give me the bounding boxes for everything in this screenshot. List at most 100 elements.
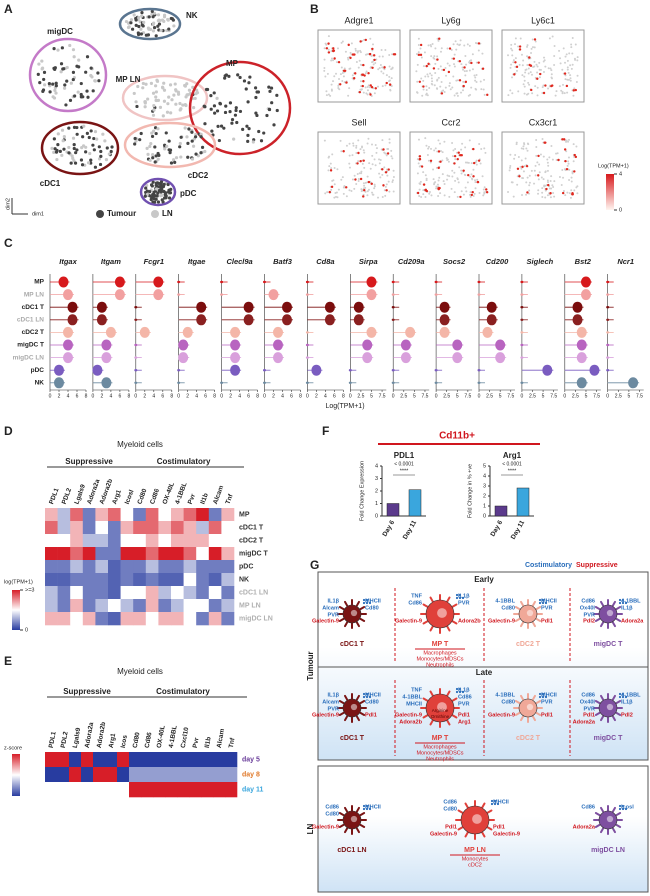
cell-dot	[511, 49, 514, 52]
violin	[391, 318, 395, 321]
cell-dot	[546, 158, 549, 161]
cell-dot	[133, 142, 137, 146]
cytokine-dot	[455, 593, 459, 597]
cell-process	[531, 620, 536, 628]
cell-dot	[521, 64, 524, 67]
cell-dot	[451, 175, 454, 178]
cell-dot	[460, 172, 463, 175]
cell-dot	[69, 161, 73, 165]
heat-cell	[145, 521, 159, 535]
cell-dot	[439, 50, 442, 53]
violin	[434, 280, 438, 284]
heat-cell	[45, 573, 58, 587]
cell-dot	[186, 155, 190, 159]
cell-dot	[567, 162, 570, 165]
cell-dot	[54, 91, 58, 95]
cell-dot	[384, 48, 387, 51]
expr-dot	[354, 72, 357, 75]
cell-dot	[550, 145, 553, 148]
cell-dot	[531, 92, 534, 95]
cell-dot	[139, 27, 143, 31]
cell-dot	[133, 136, 137, 141]
cell-process	[600, 600, 605, 608]
heat-cell	[158, 573, 172, 587]
cell-dot	[484, 151, 487, 154]
cell-dot	[151, 91, 156, 95]
cell-dot	[345, 144, 348, 147]
row-label: cDC1 LN	[17, 317, 44, 324]
cell-dot	[573, 57, 576, 60]
cell-dot	[427, 44, 430, 47]
nucleus	[606, 609, 614, 617]
cell-dot	[47, 82, 51, 86]
cell-dot	[546, 161, 549, 164]
cell-dot	[446, 62, 449, 65]
expr-dot	[359, 159, 362, 163]
cell-dot	[228, 110, 232, 114]
cell-dot	[146, 152, 150, 156]
expr-dot	[526, 191, 529, 194]
cell-dot	[553, 54, 556, 57]
cell-dot	[576, 74, 579, 77]
violin	[391, 306, 395, 309]
cell-dot	[448, 64, 451, 67]
heat-cell	[196, 586, 210, 600]
cell-dot	[72, 55, 76, 59]
row-label: day 8	[242, 771, 260, 778]
heat-cell	[221, 612, 235, 626]
cell-dot	[428, 192, 431, 195]
cell-dot	[202, 104, 206, 108]
cell-dot	[441, 173, 444, 176]
cytokine-dot	[368, 695, 372, 699]
heat-cell	[82, 612, 96, 626]
cell-dot	[59, 62, 64, 66]
suppressive-label: Pdl1	[458, 712, 470, 718]
cell-dot	[475, 80, 478, 83]
gene-label: Fcgr1	[144, 257, 164, 266]
cell-dot	[61, 139, 65, 143]
significance: ****	[508, 468, 517, 474]
heat-cell	[133, 508, 147, 522]
gene-label: Cd8a	[316, 257, 334, 266]
expr-dot	[467, 173, 470, 177]
cell-dot	[168, 83, 173, 87]
heat-cell	[189, 752, 202, 768]
cell-dot	[351, 154, 354, 157]
nucleus	[526, 703, 534, 711]
cell-dot	[216, 124, 220, 128]
cell-dot	[542, 84, 545, 87]
cell-dot	[453, 65, 456, 68]
heat-cell	[183, 534, 197, 548]
cell-dot	[156, 151, 160, 156]
cell-dot	[392, 176, 395, 179]
column-label: Il1b	[204, 736, 213, 748]
panel-label: F	[322, 424, 329, 438]
cell-dot	[448, 84, 451, 87]
cell-subtype: Neutrophils	[426, 756, 454, 762]
heat-cell	[145, 547, 159, 561]
expr-dot	[418, 80, 422, 83]
cell-dot	[450, 48, 453, 51]
violin	[54, 377, 64, 389]
plot-frame	[409, 29, 493, 103]
cell-dot	[573, 155, 576, 158]
cell-dot	[169, 16, 173, 21]
cell-dot	[513, 157, 516, 160]
violin	[520, 356, 524, 359]
heat-cell	[95, 586, 109, 600]
expr-dot	[457, 151, 460, 154]
heat-cell	[133, 573, 147, 587]
expr-dot	[459, 154, 462, 157]
heat-cell	[208, 508, 222, 522]
cell-dot	[140, 11, 144, 15]
expr-dot	[539, 72, 542, 76]
cell-dot	[568, 52, 571, 55]
cell-name: migDC T	[594, 735, 624, 742]
cell-dot	[548, 156, 551, 159]
cell-dot	[150, 12, 154, 16]
cell-dot	[364, 53, 367, 56]
cell-dot	[267, 107, 272, 111]
cell-dot	[181, 103, 185, 107]
costim-label: PVR	[458, 600, 470, 606]
cytokine-dot	[621, 601, 625, 605]
